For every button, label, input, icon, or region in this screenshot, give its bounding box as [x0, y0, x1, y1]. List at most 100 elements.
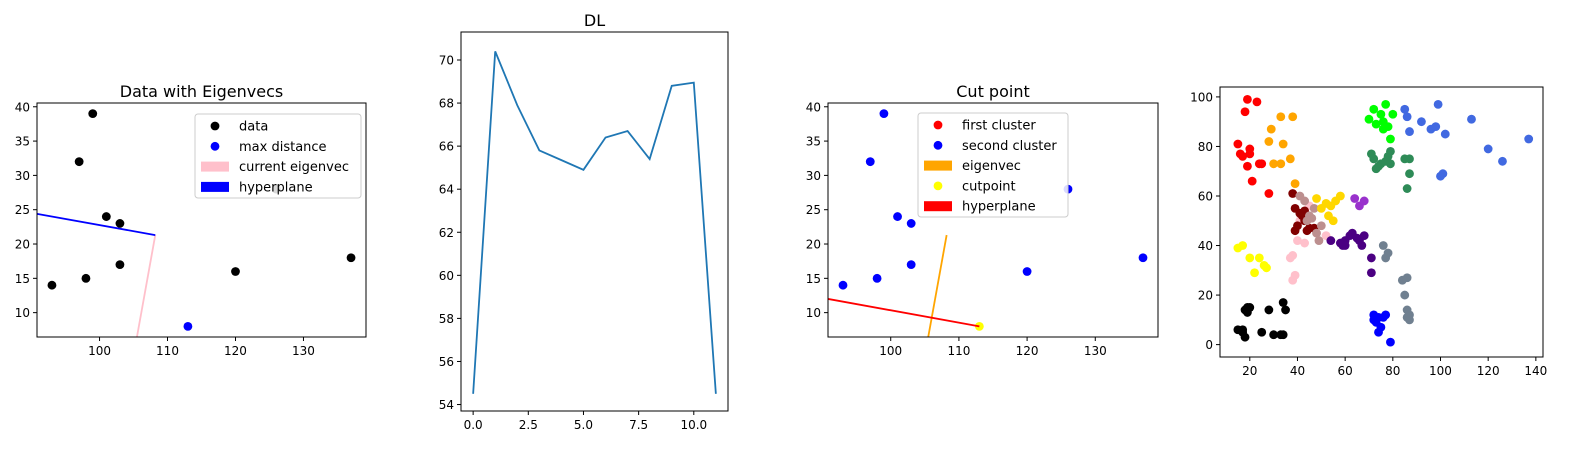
data-point	[1262, 263, 1271, 273]
y-tick-label: 10	[806, 306, 821, 320]
y-tick-label: 66	[439, 140, 454, 154]
data-point	[47, 280, 57, 290]
data-point	[1266, 124, 1276, 134]
x-tick-label: 120	[224, 344, 247, 358]
data-point	[1369, 154, 1379, 164]
data-point	[1240, 332, 1250, 342]
data-point	[1400, 290, 1410, 300]
data-point	[1386, 134, 1395, 144]
data-point	[1386, 147, 1395, 156]
legend: first cluster second cluster eigenvec cutpo…	[917, 112, 1069, 218]
data-point	[1433, 99, 1443, 109]
y-tick-label: 20	[806, 238, 821, 252]
y-tick-label: 70	[439, 53, 454, 67]
data-point	[1498, 156, 1507, 166]
data-point	[1369, 104, 1379, 114]
data-point	[1388, 109, 1398, 119]
y-tick-label: 0	[1205, 338, 1213, 352]
data-point	[1281, 305, 1290, 315]
data-point	[906, 219, 916, 228]
legend-label: hyperplane	[239, 180, 313, 195]
y-tick-label: 40	[1198, 239, 1213, 253]
data-point	[1138, 253, 1148, 263]
data-point	[1386, 159, 1395, 169]
data-point	[1316, 221, 1326, 231]
data-point	[1264, 137, 1274, 146]
data-point	[1245, 253, 1255, 263]
y-tick-label: 10	[15, 306, 30, 320]
legend-label: max distance	[239, 140, 327, 155]
data-point	[1288, 189, 1298, 198]
data-point	[1524, 134, 1534, 144]
data-point	[1257, 327, 1267, 337]
data-point	[1386, 337, 1395, 347]
legend-marker	[933, 140, 943, 150]
data-point	[1245, 149, 1255, 159]
data-point	[1300, 238, 1310, 248]
data-point	[1359, 231, 1369, 241]
data-point	[1254, 253, 1264, 263]
legend-marker	[210, 121, 220, 131]
data-point	[1290, 270, 1300, 280]
data-point	[1312, 228, 1321, 238]
legend: data max distance current eigenvec hyperpla…	[194, 113, 362, 199]
legend-swatch	[924, 201, 952, 212]
data-point	[231, 267, 240, 276]
data-point	[879, 109, 889, 119]
data-point	[1314, 236, 1324, 245]
x-tick-label: 60	[1338, 364, 1353, 378]
y-tick-label: 30	[15, 169, 30, 183]
data-point	[1276, 159, 1286, 169]
data-point	[1402, 184, 1412, 193]
x-tick-label: 100	[88, 344, 111, 358]
data-point	[1240, 107, 1250, 117]
legend-label: first cluster	[962, 119, 1036, 134]
data-point	[1350, 194, 1360, 203]
data-point	[1252, 97, 1262, 107]
x-tick-label: 100	[1429, 364, 1452, 378]
x-tick-label: 80	[1385, 364, 1400, 378]
legend-marker	[210, 141, 220, 151]
y-tick-label: 20	[15, 238, 30, 252]
x-tick-label: 100	[879, 344, 902, 358]
legend-label: hyperplane	[962, 200, 1036, 215]
chart-title: Data with Eigenvecs	[120, 82, 283, 101]
data-point	[1264, 189, 1274, 198]
data-point	[1269, 330, 1279, 340]
series-line	[472, 51, 717, 394]
data-point	[74, 157, 84, 167]
data-point	[1257, 159, 1267, 169]
data-point	[1357, 241, 1367, 250]
data-point	[906, 260, 916, 270]
x-tick-label: 130	[1084, 344, 1107, 358]
data-point	[1278, 139, 1288, 149]
data-point	[1340, 241, 1350, 250]
data-point	[1233, 139, 1243, 149]
x-tick-label: 0.0	[464, 418, 483, 432]
legend-label: data	[239, 120, 268, 135]
legend-label: eigenvec	[962, 159, 1021, 174]
y-tick-label: 35	[15, 135, 30, 149]
data-point	[1402, 112, 1412, 122]
legend-marker	[933, 120, 943, 130]
y-tick-label: 54	[439, 398, 454, 412]
plot-area	[1233, 94, 1534, 347]
data-point	[1405, 154, 1414, 164]
legend-label: second cluster	[962, 139, 1057, 154]
y-tick-label: 60	[439, 269, 454, 283]
data-point	[1238, 241, 1248, 250]
data-point	[1238, 151, 1248, 161]
data-point	[88, 109, 98, 119]
x-tick-label: 2.5	[519, 418, 538, 432]
data-point	[1328, 216, 1338, 226]
y-tick-label: 60	[1198, 189, 1213, 203]
data-point	[1366, 268, 1376, 278]
data-point	[1250, 268, 1259, 278]
data-point	[1378, 241, 1388, 250]
data-point	[1371, 119, 1381, 129]
legend-box	[917, 112, 1069, 218]
chart-panel-1: Data with Eigenvecs 100 110 120 130 10 15 20 25 3…	[15, 82, 367, 358]
data-point	[1278, 298, 1288, 307]
data-point	[1438, 169, 1448, 179]
data-point	[872, 273, 882, 283]
